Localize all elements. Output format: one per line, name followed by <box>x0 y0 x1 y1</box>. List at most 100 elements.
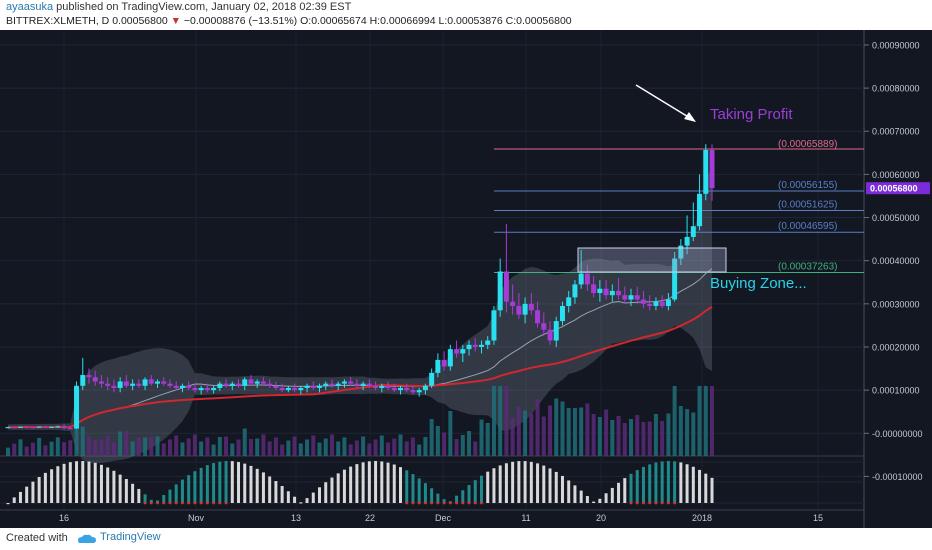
oscillator-bar <box>629 473 633 503</box>
fib-label: (0.00065889) <box>778 139 838 150</box>
volume-bar <box>691 412 696 456</box>
author-link[interactable]: ayaasuka <box>6 1 54 13</box>
arrow-line <box>635 84 691 119</box>
candle-body <box>678 245 684 259</box>
price-axis-label: 0.00080000 <box>872 84 920 94</box>
oscillator-bar <box>230 461 234 503</box>
candle-body <box>192 387 198 391</box>
oscillator-bar <box>212 463 216 503</box>
price-axis-label: -0.00000000 <box>872 429 923 439</box>
candle-body <box>17 426 23 429</box>
volume-bar <box>572 408 577 456</box>
volume-bar <box>697 386 702 456</box>
volume-bar <box>523 410 528 456</box>
bollinger-cloud <box>8 166 712 464</box>
oscillator-bar <box>592 501 596 503</box>
oscillator-bar <box>685 464 689 503</box>
price-chart-svg[interactable]: (0.00065889) (0.00056155) (0.00051625) (0.0… <box>0 30 932 528</box>
volume-bar <box>149 437 154 456</box>
volume-bar <box>336 441 341 456</box>
candle-body <box>98 381 104 384</box>
volume-bar <box>635 415 640 456</box>
volume-bar <box>62 442 67 456</box>
candle-body <box>11 427 17 429</box>
open-value: O:0.00065674 <box>300 15 367 27</box>
oscillator-dot <box>156 501 159 505</box>
candle-body <box>360 383 366 386</box>
oscillator-bar <box>386 462 390 503</box>
volume-bar <box>136 437 141 456</box>
volume-bar <box>68 440 73 456</box>
oscillator-bar <box>654 462 658 503</box>
candle-body <box>553 321 559 341</box>
oscillator-dot <box>673 501 677 505</box>
oscillator-dot <box>205 501 209 505</box>
candle-body <box>55 426 61 428</box>
oscillator-bar <box>529 461 533 503</box>
oscillator-bar <box>162 494 166 503</box>
oscillator-dot <box>430 501 434 505</box>
oscillator-bar <box>585 496 589 503</box>
candle-body <box>86 375 92 378</box>
candle-body <box>416 390 422 393</box>
oscillator-bar <box>479 475 483 503</box>
oscillator-bar <box>536 463 540 503</box>
oscillator-bar <box>75 461 79 503</box>
time-axis: 16 Nov 13 22 Dec 11 20 2018 15 <box>0 509 864 523</box>
oscillator-dot <box>149 501 153 505</box>
buying-zone-box[interactable] <box>577 247 727 273</box>
volume-bar <box>510 418 515 456</box>
volume-bar <box>666 413 671 456</box>
volume-bar <box>24 446 29 456</box>
oscillator-dot <box>187 501 191 505</box>
candle-body <box>703 149 709 194</box>
chart-area[interactable]: (0.00065889) (0.00056155) (0.00051625) (0.0… <box>0 30 932 528</box>
oscillator-dot <box>162 501 166 505</box>
price-axis: 0.00090000 0.00080000 0.00070000 0.00060000… <box>864 40 930 482</box>
volume-bar <box>404 441 409 456</box>
bollinger-bands <box>8 166 712 464</box>
price-axis-label: 0.00070000 <box>872 127 920 137</box>
oscillator-bar <box>124 478 128 503</box>
oscillator-dot <box>635 501 639 505</box>
high-value: H:0.00066994 <box>369 15 436 27</box>
volume-bar <box>111 442 116 456</box>
volume-bar <box>554 398 559 456</box>
volume-bar <box>529 413 534 456</box>
oscillator-bar <box>641 466 645 503</box>
oscillator-bar <box>268 476 272 503</box>
candle-body <box>267 383 273 386</box>
time-axis-label: 11 <box>521 513 530 523</box>
oscillator-bar <box>666 461 670 503</box>
candle-body <box>248 379 254 384</box>
oscillator-dot <box>218 501 222 505</box>
publish-line: ayaasuka published on TradingView.com, J… <box>6 1 351 13</box>
oscillator-bar <box>554 471 558 503</box>
price-axis-label: 0.00010000 <box>872 386 920 396</box>
oscillator-bar <box>274 481 278 503</box>
candle-body <box>323 383 329 386</box>
volume-bar <box>386 442 391 456</box>
oscillator-dot <box>168 501 172 505</box>
volume-bar <box>454 439 459 456</box>
oscillator-dot <box>473 501 477 505</box>
price-axis-label: 0.00050000 <box>872 213 920 223</box>
candle-body <box>161 381 167 384</box>
volume-bar <box>186 438 191 456</box>
volume-bar <box>367 443 372 456</box>
oscillator-bar <box>174 484 178 503</box>
oscillator-bar <box>492 468 496 503</box>
oscillator-bar <box>486 471 490 503</box>
oscillator-dot <box>193 501 197 505</box>
footer: Created with TradingView <box>0 528 932 550</box>
candle-body <box>659 301 665 306</box>
tradingview-logo[interactable]: TradingView <box>100 531 161 543</box>
oscillator-bar <box>455 495 459 503</box>
oscillator-dot <box>642 501 645 505</box>
volume-bar <box>379 435 384 456</box>
volume-bar <box>342 437 347 456</box>
candle-body <box>105 383 111 386</box>
candle-body <box>136 383 142 386</box>
low-value: L:0.00053876 <box>438 15 503 27</box>
oscillator-bar <box>37 477 41 503</box>
